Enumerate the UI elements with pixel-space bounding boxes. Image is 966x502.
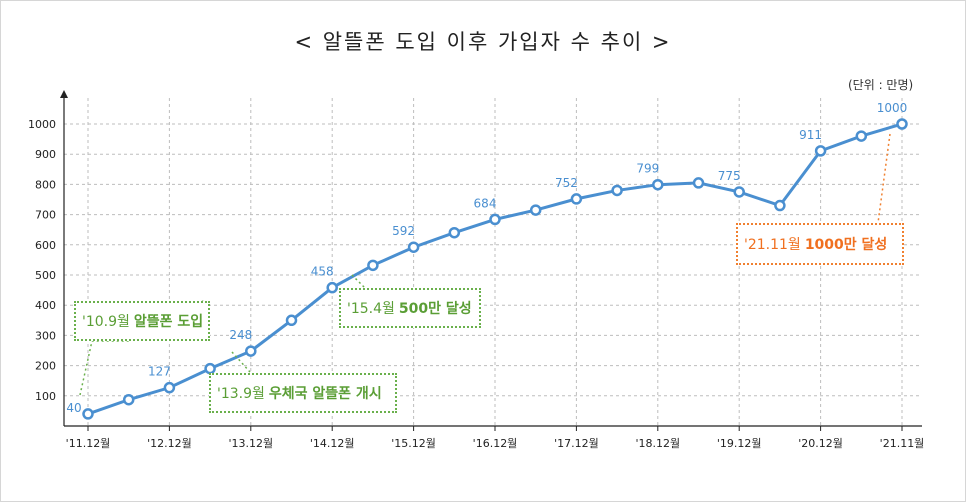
y-axis-arrow-icon	[60, 90, 68, 98]
annotation-5m-date: '15.4월	[347, 301, 395, 317]
y-tick-label: 100	[35, 390, 56, 403]
y-tick-label: 1000	[28, 118, 56, 131]
data-point	[733, 186, 745, 198]
y-tick-label: 400	[35, 299, 56, 312]
y-tick-label: 200	[35, 360, 56, 373]
data-label: 458	[311, 265, 334, 279]
data-point	[855, 130, 868, 142]
data-point	[570, 193, 583, 205]
annotation-leader	[877, 133, 891, 224]
y-tick-label: 300	[35, 329, 56, 342]
data-label: 911	[799, 128, 822, 142]
annotation-post-office-date: '13.9월	[217, 386, 265, 402]
y-tick-label: 600	[35, 239, 56, 252]
x-tick-label: '19.12월	[717, 437, 762, 450]
annotation-leader	[351, 274, 366, 289]
y-tick-label: 900	[35, 148, 56, 161]
data-point	[82, 408, 94, 420]
unit-note: (단위 : 만명)	[848, 78, 914, 92]
annotation-launch-text: 알뜰폰 도입	[133, 314, 204, 330]
x-tick-label: '15.12월	[391, 437, 436, 450]
data-point	[652, 178, 664, 191]
annotation-10m: '21.11월 1000만 달성	[736, 223, 904, 265]
data-point	[774, 199, 786, 212]
data-point	[245, 345, 257, 357]
y-tick-label: 800	[35, 178, 56, 191]
data-point	[896, 118, 908, 130]
x-tick-label: '12.12월	[147, 437, 192, 450]
data-point	[122, 393, 135, 406]
data-label: 799	[636, 162, 659, 176]
data-label: 127	[148, 365, 171, 379]
annotation-10m-date: '21.11월	[744, 237, 801, 253]
data-label: 248	[229, 328, 252, 342]
x-tick-label: '16.12월	[473, 437, 518, 450]
data-point	[529, 204, 542, 216]
annotation-post-office: '13.9월 우체국 알뜰폰 개시	[209, 373, 397, 413]
y-tick-label: 500	[35, 269, 56, 282]
data-point	[692, 177, 705, 189]
data-point	[611, 184, 623, 197]
annotation-5m-text: 500만 달성	[398, 301, 472, 317]
data-point	[285, 314, 298, 327]
annotation-launch: '10.9월 알뜰폰 도입	[74, 301, 210, 341]
x-tick-label: '20.12월	[798, 437, 843, 450]
data-point	[367, 259, 379, 272]
annotation-launch-date: '10.9월	[82, 314, 130, 330]
data-point	[489, 213, 501, 226]
x-tick-label: '18.12월	[635, 437, 680, 450]
data-point	[204, 362, 216, 375]
annotation-5m: '15.4월 500만 달성	[339, 288, 481, 328]
data-label: 752	[555, 176, 578, 190]
x-tick-label: '17.12월	[554, 437, 599, 450]
data-point	[326, 281, 338, 294]
x-tick-label: '21.11월	[880, 437, 925, 450]
data-label: 1000	[877, 101, 908, 115]
data-label: 684	[474, 196, 497, 210]
x-tick-label: '14.12월	[310, 437, 355, 450]
chart-title: < 알뜰폰 도입 이후 가입자 수 추이 >	[294, 30, 672, 54]
annotation-post-office-text: 우체국 알뜰폰 개시	[268, 386, 382, 402]
data-point	[814, 145, 827, 157]
x-tick-label: '11.12월	[66, 437, 111, 450]
data-label: 775	[718, 169, 741, 183]
data-point	[163, 381, 176, 394]
data-label: 592	[392, 224, 415, 238]
y-tick-label: 700	[35, 209, 56, 222]
data-point	[448, 226, 461, 239]
x-tick-label: '13.12월	[228, 437, 273, 450]
data-label: 40	[66, 401, 81, 415]
data-point	[407, 241, 420, 253]
annotation-10m-text: 1000만 달성	[804, 237, 888, 253]
